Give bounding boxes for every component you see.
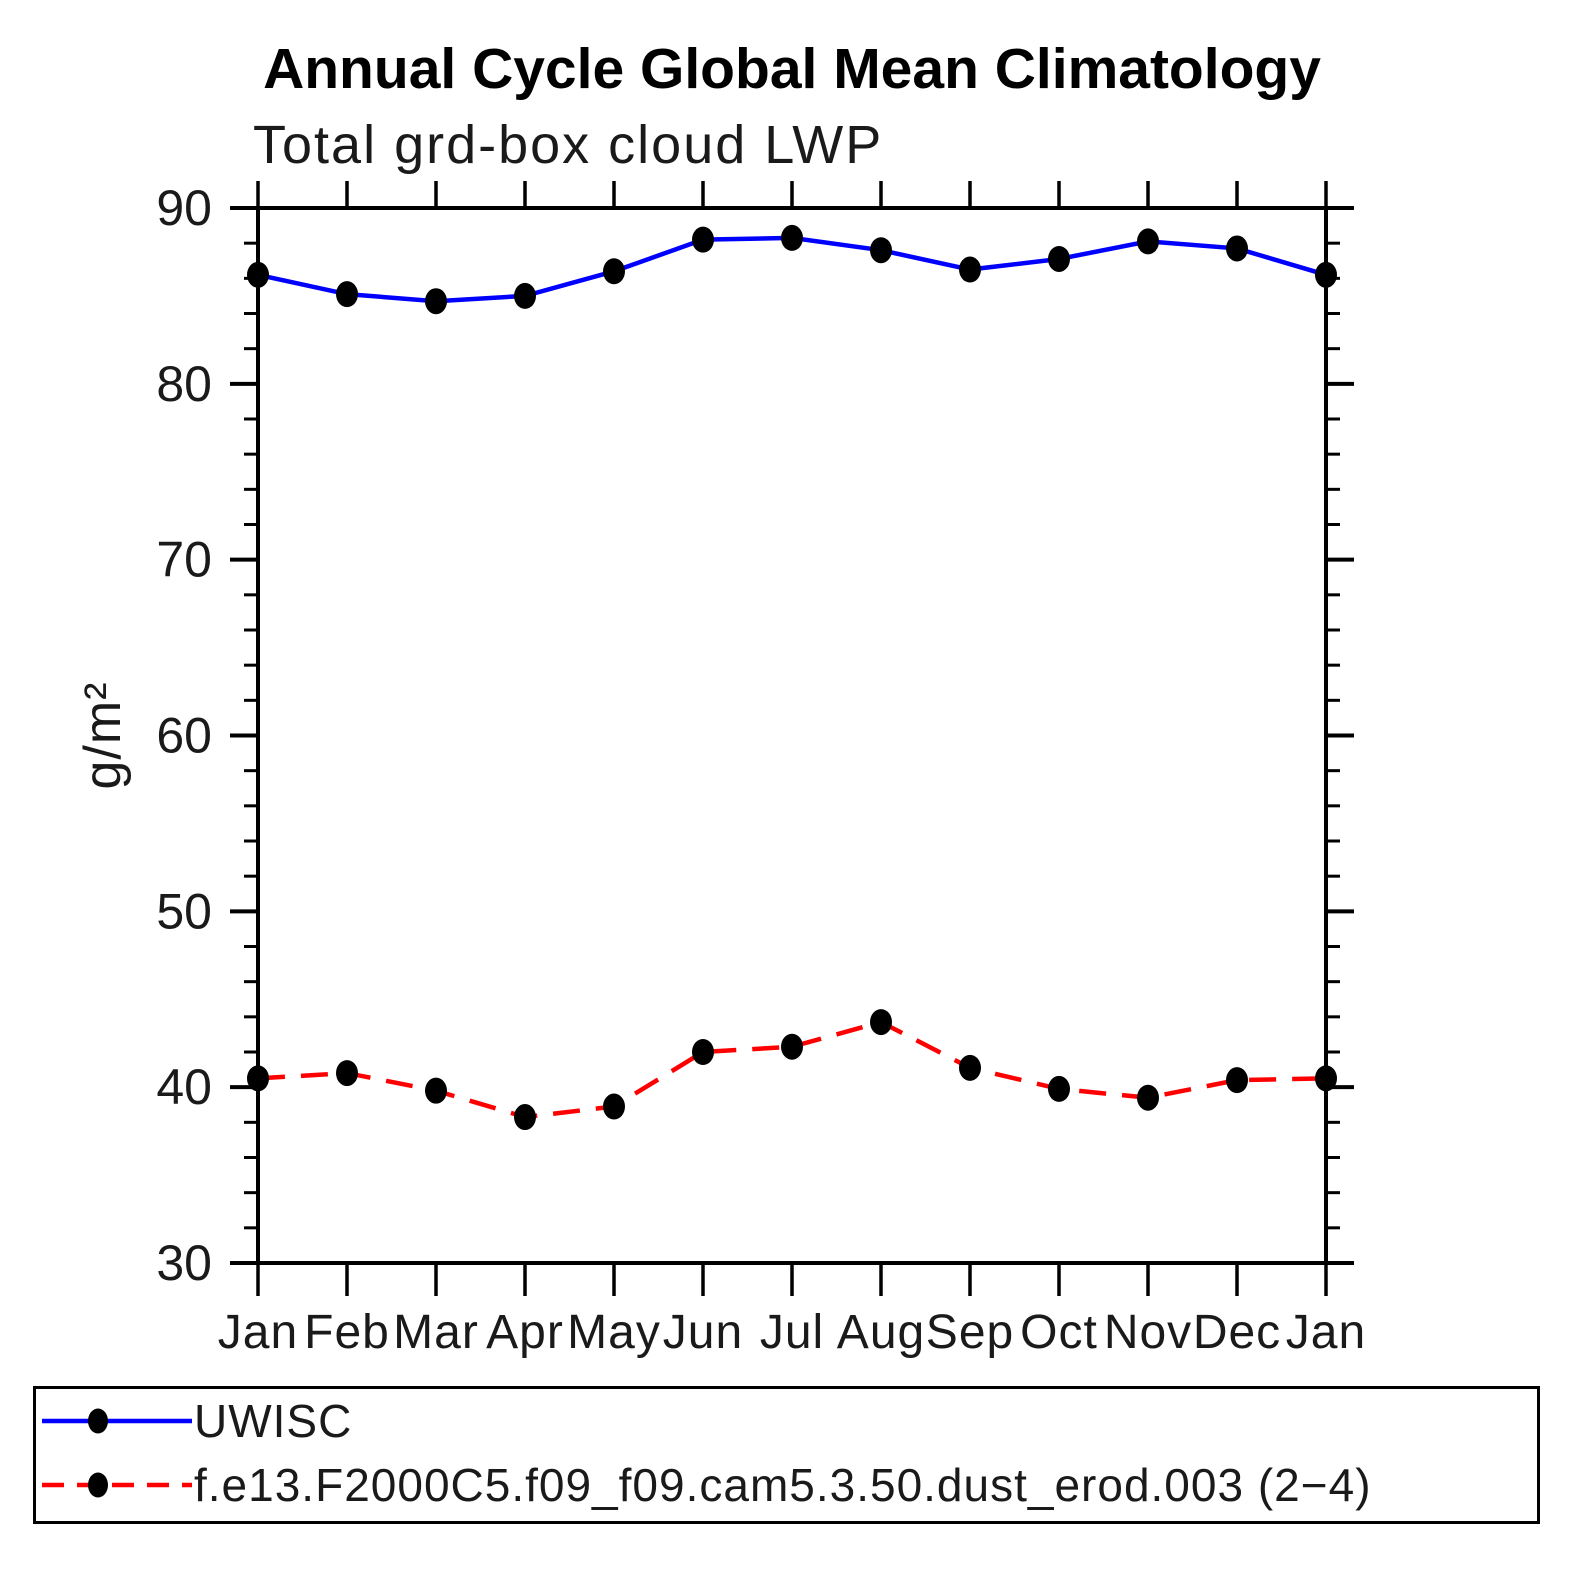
x-tick-label-1: Feb: [304, 1306, 390, 1359]
data-point-uwisc-Feb: [336, 281, 358, 308]
legend-marker-icon: [88, 1472, 108, 1498]
chart-subtitle: Total grd-box cloud LWP: [253, 115, 884, 175]
data-point-model-Jan: [1315, 1065, 1337, 1092]
data-point-uwisc-May: [603, 258, 625, 285]
x-tick-label-12: Jan: [1286, 1306, 1366, 1359]
y-tick-label-80: 80: [156, 356, 212, 412]
legend-entry-uwisc: UWISC: [40, 1393, 1531, 1449]
data-point-model-Oct: [1048, 1075, 1070, 1102]
x-tick-label-7: Aug: [837, 1306, 925, 1359]
data-point-model-Sep: [959, 1054, 981, 1081]
x-tick-label-6: Jul: [760, 1306, 824, 1359]
y-tick-label-60: 60: [156, 708, 212, 764]
legend-marker-icon: [88, 1408, 108, 1434]
data-point-model-Dec: [1226, 1067, 1248, 1094]
y-tick-label-30: 30: [156, 1235, 212, 1291]
data-point-uwisc-Sep: [959, 256, 981, 283]
y-tick-label-90: 90: [156, 180, 212, 236]
x-tick-label-10: Nov: [1104, 1306, 1192, 1359]
x-tick-label-5: Jun: [663, 1306, 743, 1359]
data-point-model-May: [603, 1093, 625, 1120]
data-point-uwisc-Aug: [870, 237, 892, 264]
legend-line-sample-model: [42, 1472, 192, 1498]
x-tick-label-11: Dec: [1193, 1306, 1281, 1359]
y-tick-label-50: 50: [156, 883, 212, 939]
chart-title: Annual Cycle Global Mean Climatology: [263, 37, 1321, 101]
data-point-model-Apr: [514, 1104, 536, 1131]
data-point-uwisc-Oct: [1048, 245, 1070, 272]
legend-line-sample-uwisc: [42, 1408, 192, 1434]
x-tick-label-8: Sep: [926, 1306, 1014, 1359]
y-tick-label-70: 70: [156, 532, 212, 588]
data-point-uwisc-Jun: [692, 226, 714, 253]
data-point-model-Nov: [1137, 1084, 1159, 1111]
data-point-model-Feb: [336, 1060, 358, 1087]
data-point-uwisc-Apr: [514, 282, 536, 309]
data-point-model-Jul: [781, 1033, 803, 1060]
x-tick-label-2: Mar: [393, 1306, 479, 1359]
y-axis-label: g/m²: [74, 682, 132, 790]
data-point-uwisc-Jan: [1315, 261, 1337, 288]
data-point-model-Mar: [425, 1077, 447, 1104]
x-tick-label-4: May: [567, 1306, 661, 1359]
data-point-model-Aug: [870, 1009, 892, 1036]
data-point-uwisc-Jul: [781, 224, 803, 251]
legend-label-uwisc: UWISC: [194, 1395, 353, 1447]
data-point-model-Jan: [247, 1065, 269, 1092]
plot-frame: [256, 206, 1328, 1265]
legend-box: UWISC f.e13.F2000C5.f09_f09.cam5.3.50.du…: [33, 1386, 1540, 1524]
x-tick-label-0: Jan: [218, 1306, 298, 1359]
data-point-uwisc-Mar: [425, 288, 447, 315]
y-tick-label-40: 40: [156, 1059, 212, 1115]
x-tick-label-3: Apr: [486, 1306, 564, 1359]
x-tick-label-9: Oct: [1020, 1306, 1098, 1359]
data-point-uwisc-Jan: [247, 261, 269, 288]
data-point-uwisc-Nov: [1137, 228, 1159, 255]
data-point-model-Jun: [692, 1039, 714, 1065]
legend-entry-model: f.e13.F2000C5.f09_f09.cam5.3.50.dust_ero…: [40, 1457, 1531, 1513]
data-point-uwisc-Dec: [1226, 235, 1248, 262]
legend-label-model: f.e13.F2000C5.f09_f09.cam5.3.50.dust_ero…: [194, 1459, 1372, 1511]
